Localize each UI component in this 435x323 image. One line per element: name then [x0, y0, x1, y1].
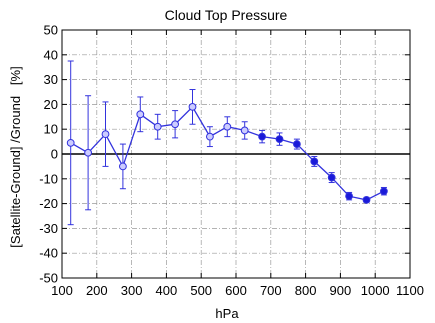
x-tick-label: 800: [295, 283, 317, 298]
x-axis-label: hPa: [215, 306, 239, 321]
data-point: [119, 162, 127, 171]
y-tick-label: 20: [44, 97, 58, 112]
data-point: [188, 102, 197, 111]
y-tick-label: 40: [44, 47, 58, 62]
data-point: [206, 132, 214, 141]
x-tick-label: 1100: [396, 283, 424, 298]
y-tick-label: 50: [44, 23, 58, 38]
data-point: [84, 148, 92, 157]
data-point: [66, 138, 75, 147]
x-tick-label: 200: [86, 283, 108, 298]
x-tick-label: 100: [51, 283, 73, 298]
x-tick-label: 700: [260, 283, 282, 298]
x-tick-label: 1000: [361, 283, 390, 298]
data-point: [101, 130, 110, 139]
data-series: [66, 60, 388, 226]
data-point: [362, 195, 371, 204]
y-tick-labels: -50 -40 -30 -20 -10 0 10 20 30 40 50: [39, 23, 58, 286]
x-tick-label: 400: [156, 283, 178, 298]
data-point: [136, 110, 145, 119]
data-point: [171, 120, 180, 129]
data-point: [240, 126, 249, 135]
chart-title: Cloud Top Pressure: [165, 7, 288, 23]
y-axis-label: [Satellite-Ground] /Ground [%]: [8, 66, 23, 247]
y-tick-label: -30: [39, 221, 58, 236]
x-tick-labels: 100 200 300 400 500 600 700 800 900 1000 1100: [51, 283, 424, 298]
data-point: [327, 173, 336, 182]
y-tick-label: -20: [39, 196, 58, 211]
x-tick-label: 900: [330, 283, 352, 298]
y-tick-label: 10: [44, 122, 58, 137]
y-tick-label: -50: [39, 271, 58, 286]
data-point: [275, 135, 284, 144]
data-point: [293, 140, 301, 148]
x-tick-label: 500: [190, 283, 212, 298]
data-point: [310, 157, 319, 166]
y-tick-label: -40: [39, 246, 58, 261]
axis-ticks: [61, 29, 411, 279]
x-tick-label: 600: [225, 283, 247, 298]
x-tick-label: 300: [121, 283, 143, 298]
y-tick-label: -10: [39, 171, 58, 186]
data-point: [258, 132, 267, 141]
data-point: [223, 122, 232, 131]
data-point: [380, 187, 388, 196]
y-tick-label: 30: [44, 72, 58, 87]
data-point: [345, 192, 354, 201]
y-tick-label: 0: [51, 147, 58, 162]
data-point: [153, 122, 162, 131]
